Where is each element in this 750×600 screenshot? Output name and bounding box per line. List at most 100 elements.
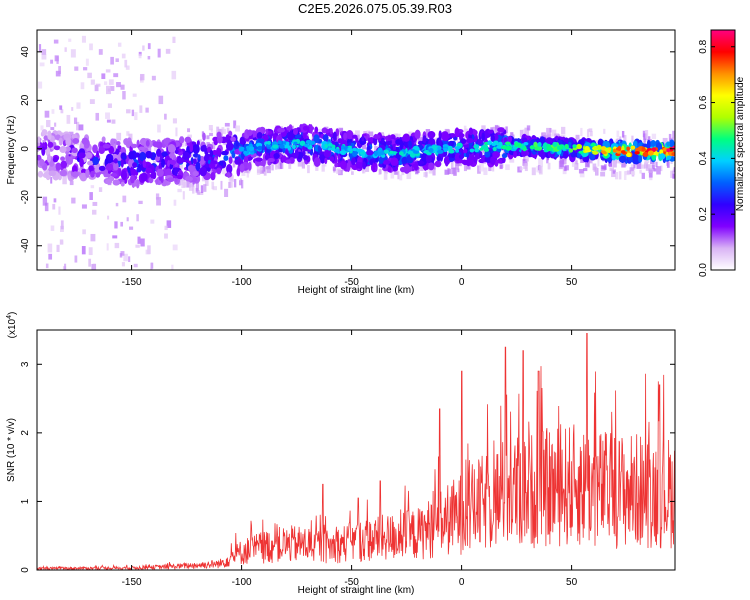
snr-scale-exponent: 4 xyxy=(6,315,13,319)
spectrogram-cells xyxy=(37,35,675,270)
spectrogram-cell xyxy=(286,131,295,141)
spectrogram-x-tick-label: 50 xyxy=(566,277,578,288)
spectrogram-axes: -150 -100 -50 0 50 -40 -20 0 20 40 xyxy=(20,30,675,288)
spectrogram-cell xyxy=(135,244,140,248)
spectrogram-cell xyxy=(113,73,119,78)
spectrogram-cell xyxy=(288,162,292,169)
spectrogram-cell xyxy=(59,169,68,177)
spectrogram-cell xyxy=(620,150,626,154)
spectrogram-cell xyxy=(38,44,42,52)
spectrogram-cell xyxy=(355,130,360,135)
snr-x-label: Height of straight line (km) xyxy=(298,585,415,596)
spectrogram-cell xyxy=(40,125,44,131)
spectrogram-cell xyxy=(204,177,209,186)
spectrogram-cell xyxy=(95,172,101,178)
spectrogram-cell xyxy=(660,165,663,172)
spectrogram-cell xyxy=(113,158,118,164)
spectrogram-cell xyxy=(44,202,49,212)
spectrogram-cell xyxy=(313,134,320,144)
spectrogram-cell xyxy=(483,167,488,176)
spectrogram-cell xyxy=(668,133,672,141)
spectrogram-cell xyxy=(195,161,201,171)
spectrogram-cell xyxy=(126,109,131,114)
spectrogram-cell xyxy=(454,146,461,150)
spectrogram-cell xyxy=(467,154,475,161)
spectrogram-cell xyxy=(92,156,100,166)
spectrogram-cell xyxy=(56,244,60,253)
spectrogram-cell xyxy=(48,253,53,260)
spectrogram-cell xyxy=(425,154,432,164)
spectrogram-cell xyxy=(425,171,428,178)
spectrogram-cell xyxy=(182,191,185,200)
spectrogram-cell xyxy=(395,133,401,139)
spectrogram-cell xyxy=(59,145,67,154)
spectrogram-cell xyxy=(309,124,313,135)
spectrogram-cell xyxy=(278,133,282,143)
spectrogram-cell xyxy=(584,159,590,168)
spectrogram-cell xyxy=(631,135,634,143)
spectrogram-cell xyxy=(564,143,569,150)
spectrogram-cell xyxy=(401,156,408,164)
spectrogram-cell xyxy=(273,153,280,159)
spectrogram-cell xyxy=(455,148,460,153)
spectrogram-cell xyxy=(366,130,371,138)
spectrogram-cell xyxy=(324,157,328,165)
spectrogram-cell xyxy=(239,178,242,184)
spectrogram-cell xyxy=(584,146,590,152)
spectrogram-cell xyxy=(209,149,214,158)
spectrogram-cell xyxy=(128,151,135,160)
spectrogram-cell xyxy=(434,138,437,145)
snr-y-tick-label: 3 xyxy=(20,361,31,367)
spectrogram-cell xyxy=(615,138,618,144)
spectrogram-cell xyxy=(623,135,627,143)
spectrogram-cell xyxy=(481,125,486,131)
spectrogram-cell xyxy=(595,168,598,176)
spectrogram-y-tick-label: -40 xyxy=(20,238,31,253)
spectrogram-cell xyxy=(114,221,118,229)
spectrogram-cell xyxy=(381,137,385,144)
snr-x-tick-label: 0 xyxy=(459,577,465,588)
spectrogram-cell xyxy=(645,129,649,139)
spectrogram-cell xyxy=(399,174,403,181)
spectrogram-cell xyxy=(284,144,289,149)
spectrogram-cell xyxy=(55,162,61,171)
spectrogram-cell xyxy=(167,177,175,183)
spectrogram-cell xyxy=(612,170,616,174)
spectrogram-cell xyxy=(267,157,275,163)
spectrogram-cell xyxy=(107,103,112,108)
spectrogram-cell xyxy=(526,125,531,131)
spectrogram-cell xyxy=(508,136,512,143)
spectrogram-cell xyxy=(638,155,643,163)
spectrogram-cell xyxy=(239,136,245,145)
spectrogram-cell xyxy=(458,154,465,159)
spectrogram-cell xyxy=(98,187,103,192)
spectrogram-cell xyxy=(398,151,404,156)
spectrogram-cell xyxy=(454,161,459,170)
spectrogram-cell xyxy=(92,209,97,215)
spectrogram-cell xyxy=(279,144,285,149)
spectrogram-cell xyxy=(66,114,71,124)
spectrogram-cell xyxy=(174,167,179,177)
spectrogram-cell xyxy=(385,135,389,142)
spectrogram-cell xyxy=(403,164,411,174)
spectrogram-cell xyxy=(672,170,675,179)
spectrogram-cell xyxy=(641,146,646,152)
spectrogram-cell xyxy=(50,59,54,64)
spectrogram-cell xyxy=(107,215,110,220)
spectrogram-cell xyxy=(659,153,666,160)
spectrogram-cell xyxy=(597,157,600,167)
spectrogram-cell xyxy=(473,156,478,163)
spectrogram-cell xyxy=(332,131,337,142)
spectrogram-cell xyxy=(468,159,474,165)
spectrogram-cell xyxy=(120,158,124,168)
colorbar-tick-label: 0.4 xyxy=(698,151,709,165)
spectrogram-cell xyxy=(655,161,658,168)
spectrogram-cell xyxy=(150,219,155,224)
spectrogram-cell xyxy=(579,170,585,178)
spectrogram-cell xyxy=(211,142,216,150)
spectrogram-cell xyxy=(101,73,106,80)
spectrogram-cell xyxy=(236,167,241,177)
spectrogram-cell xyxy=(350,142,355,148)
spectrogram-cell xyxy=(307,165,310,174)
spectrogram-cell xyxy=(545,137,553,145)
